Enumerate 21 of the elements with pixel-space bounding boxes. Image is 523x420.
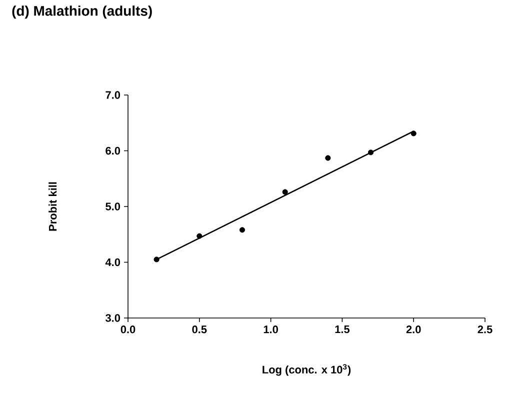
point: [325, 155, 331, 161]
point: [239, 227, 246, 233]
point: [282, 189, 288, 195]
x-tick-label: 2.5: [478, 326, 492, 334]
point: [154, 256, 160, 262]
x-tick-label: 0.5: [192, 326, 207, 334]
chart-title: (d) Malathion (adults): [12, 6, 152, 19]
y-tick-label: 7.0: [106, 91, 120, 99]
y-tick-label: 3.0: [106, 314, 120, 322]
y-tick-label: 4.0: [105, 258, 120, 266]
x-tick-label: 1.0: [264, 326, 278, 334]
x-tick-label: 2.0: [406, 326, 421, 334]
x-tick-label: 0.0: [120, 326, 136, 334]
point: [196, 233, 202, 239]
point: [410, 130, 416, 136]
y-axis-title: Probit kill: [48, 182, 57, 231]
x-axis-title: Log (conc. x 10$^{3}$): [262, 364, 351, 376]
y-tick-label: 5.0: [106, 202, 120, 210]
point: [368, 150, 374, 156]
y-tick-label: 6.0: [106, 146, 120, 155]
x-tick-label: 1.5: [335, 326, 350, 334]
